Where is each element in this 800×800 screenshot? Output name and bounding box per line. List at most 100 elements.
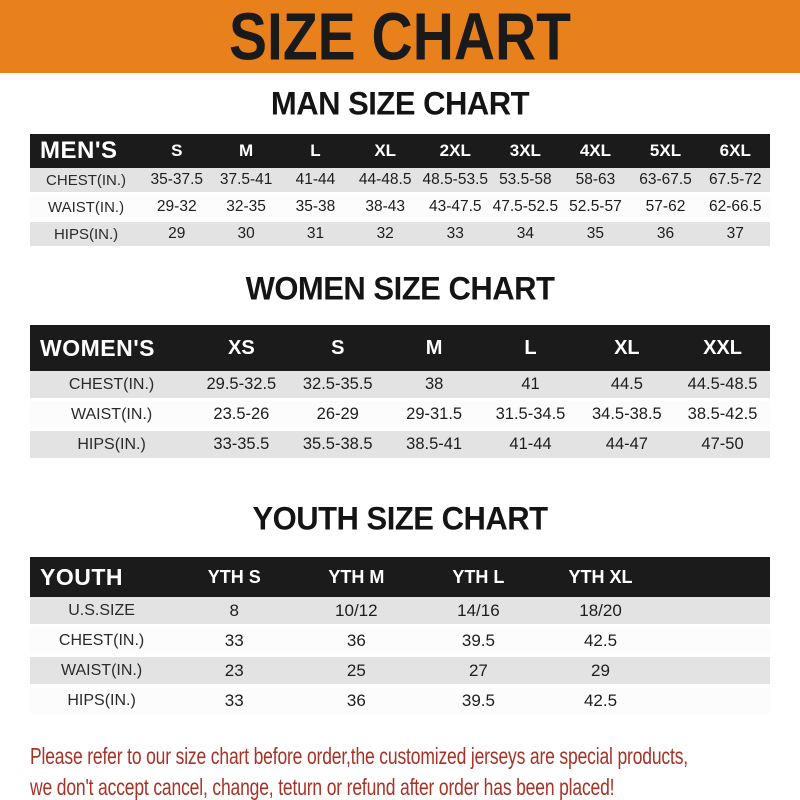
column-header: M [385,325,483,371]
row-label-cell: HIPS(IN.) [30,685,174,717]
value-cell: 41-44 [280,168,351,195]
column-header: XL [350,134,421,168]
table-row: CHEST(IN.) 33 36 39.5 42.5 [30,625,770,657]
youth-size-heading: YOUTH SIZE CHART [252,500,548,537]
value-cell: 35-38 [280,193,351,222]
value-cell: 35 [560,220,631,249]
column-header: L [482,325,579,371]
value-cell: 44-47 [578,429,676,461]
value-cell: 63-67.5 [630,168,701,195]
value-cell: 14/16 [417,597,540,627]
value-cell: 34 [490,220,561,249]
column-header: 2XL [420,134,491,168]
value-cell: 47-50 [675,429,770,461]
value-cell: 44-48.5 [350,168,421,195]
value-cell: 31 [280,220,351,249]
row-label-cell: CHEST(IN.) [30,371,194,401]
column-header: 4XL [560,134,631,168]
row-label-cell: CHEST(IN.) [30,625,174,657]
table-row: WAIST(IN.) 29-32 32-35 35-38 38-43 43-47.5 47.… [30,193,770,222]
value-cell: 29.5-32.5 [193,371,290,401]
table-title-cell: WOMEN'S [30,325,194,371]
row-label-cell: WAIST(IN.) [30,655,174,687]
value-cell: 29 [539,655,662,687]
column-header: S [289,325,386,371]
value-cell: 52.5-57 [560,193,631,222]
value-cell: 48.5-53.5 [420,168,491,195]
value-cell: 35.5-38.5 [289,429,386,461]
value-cell: 38.5-42.5 [675,399,770,431]
banner-title: SIZE CHART [229,0,571,73]
value-cell: 31.5-34.5 [482,399,579,431]
disclaimer-line-2: we don't accept cancel, change, teturn o… [30,774,615,800]
value-cell: 10/12 [295,597,418,627]
column-header: 3XL [490,134,561,168]
table-header-row: MEN'S S M L XL 2XL 3XL 4XL 5XL 6XL [30,134,770,168]
women-size-heading: WOMEN SIZE CHART [245,270,555,307]
value-cell: 25 [295,655,418,687]
value-cell: 33 [173,625,296,657]
table-row: HIPS(IN.) 29 30 31 32 33 34 35 36 37 [30,220,770,249]
value-cell: 53.5-58 [490,168,561,195]
value-cell: 29 [142,220,212,249]
table-row: WAIST(IN.) 23.5-26 26-29 29-31.5 31.5-34.5 34… [30,399,770,431]
value-cell: 36 [295,625,418,657]
value-cell: 41 [482,371,579,401]
row-label-cell: WAIST(IN.) [30,399,194,431]
row-label-cell: WAIST(IN.) [30,193,143,222]
table-row: CHEST(IN.) 29.5-32.5 32.5-35.5 38 41 44.5 44.5… [30,371,770,401]
filler-cell [661,597,770,627]
filler-cell [661,655,770,687]
value-cell: 42.5 [539,625,662,657]
value-cell: 37.5-41 [211,168,281,195]
size-chart-banner: SIZE CHART [0,0,800,73]
column-header: 5XL [630,134,701,168]
column-header: 6XL [700,134,770,168]
table-row: HIPS(IN.) 33-35.5 35.5-38.5 38.5-41 41-44 44-… [30,429,770,461]
value-cell: 29-32 [142,193,212,222]
disclaimer-note: Please refer to our size chart before or… [30,741,800,800]
value-cell: 29-31.5 [385,399,483,431]
value-cell: 38 [385,371,483,401]
column-header: XXL [675,325,770,371]
table-header-row: WOMEN'S XS S M L XL XXL [30,325,770,371]
value-cell: 47.5-52.5 [490,193,561,222]
table-title-cell: MEN'S [30,134,143,168]
value-cell: 34.5-38.5 [578,399,676,431]
value-cell: 23.5-26 [193,399,290,431]
value-cell: 38.5-41 [385,429,483,461]
row-label-cell: U.S.SIZE [30,597,174,627]
men-size-section: MAN SIZE CHART MEN'S S M L XL 2XL 3XL 4XL 5XL 6XL… [0,85,800,249]
filler-cell [661,557,770,597]
men-size-table: MEN'S S M L XL 2XL 3XL 4XL 5XL 6XL CHEST(IN.) 35-37… [30,134,770,249]
value-cell: 8 [173,597,296,627]
men-size-heading: MAN SIZE CHART [270,85,530,122]
value-cell: 18/20 [539,597,662,627]
column-header: L [280,134,351,168]
value-cell: 62-66.5 [700,193,770,222]
value-cell: 33-35.5 [193,429,290,461]
women-size-table: WOMEN'S XS S M L XL XXL CHEST(IN.) 29.5-32.5 32.5… [30,325,770,461]
disclaimer-line-1: Please refer to our size chart before or… [30,743,688,769]
table-row: U.S.SIZE 8 10/12 14/16 18/20 [30,597,770,627]
column-header: M [211,134,281,168]
value-cell: 44.5-48.5 [675,371,770,401]
value-cell: 26-29 [289,399,386,431]
value-cell: 44.5 [578,371,676,401]
value-cell: 36 [295,685,418,717]
value-cell: 33 [420,220,491,249]
column-header: YTH XL [539,557,662,597]
value-cell: 58-63 [560,168,631,195]
column-header: S [142,134,212,168]
value-cell: 30 [211,220,281,249]
women-size-section: WOMEN SIZE CHART WOMEN'S XS S M L XL XXL CHEST(… [0,270,800,461]
value-cell: 67.5-72 [700,168,770,195]
value-cell: 42.5 [539,685,662,717]
column-header: XL [578,325,676,371]
value-cell: 27 [417,655,540,687]
table-row: CHEST(IN.) 35-37.5 37.5-41 41-44 44-48.5 48.5… [30,168,770,195]
youth-size-section: YOUTH SIZE CHART YOUTH YTH S YTH M YTH L YTH… [0,500,800,717]
row-label-cell: HIPS(IN.) [30,429,194,461]
value-cell: 32.5-35.5 [289,371,386,401]
